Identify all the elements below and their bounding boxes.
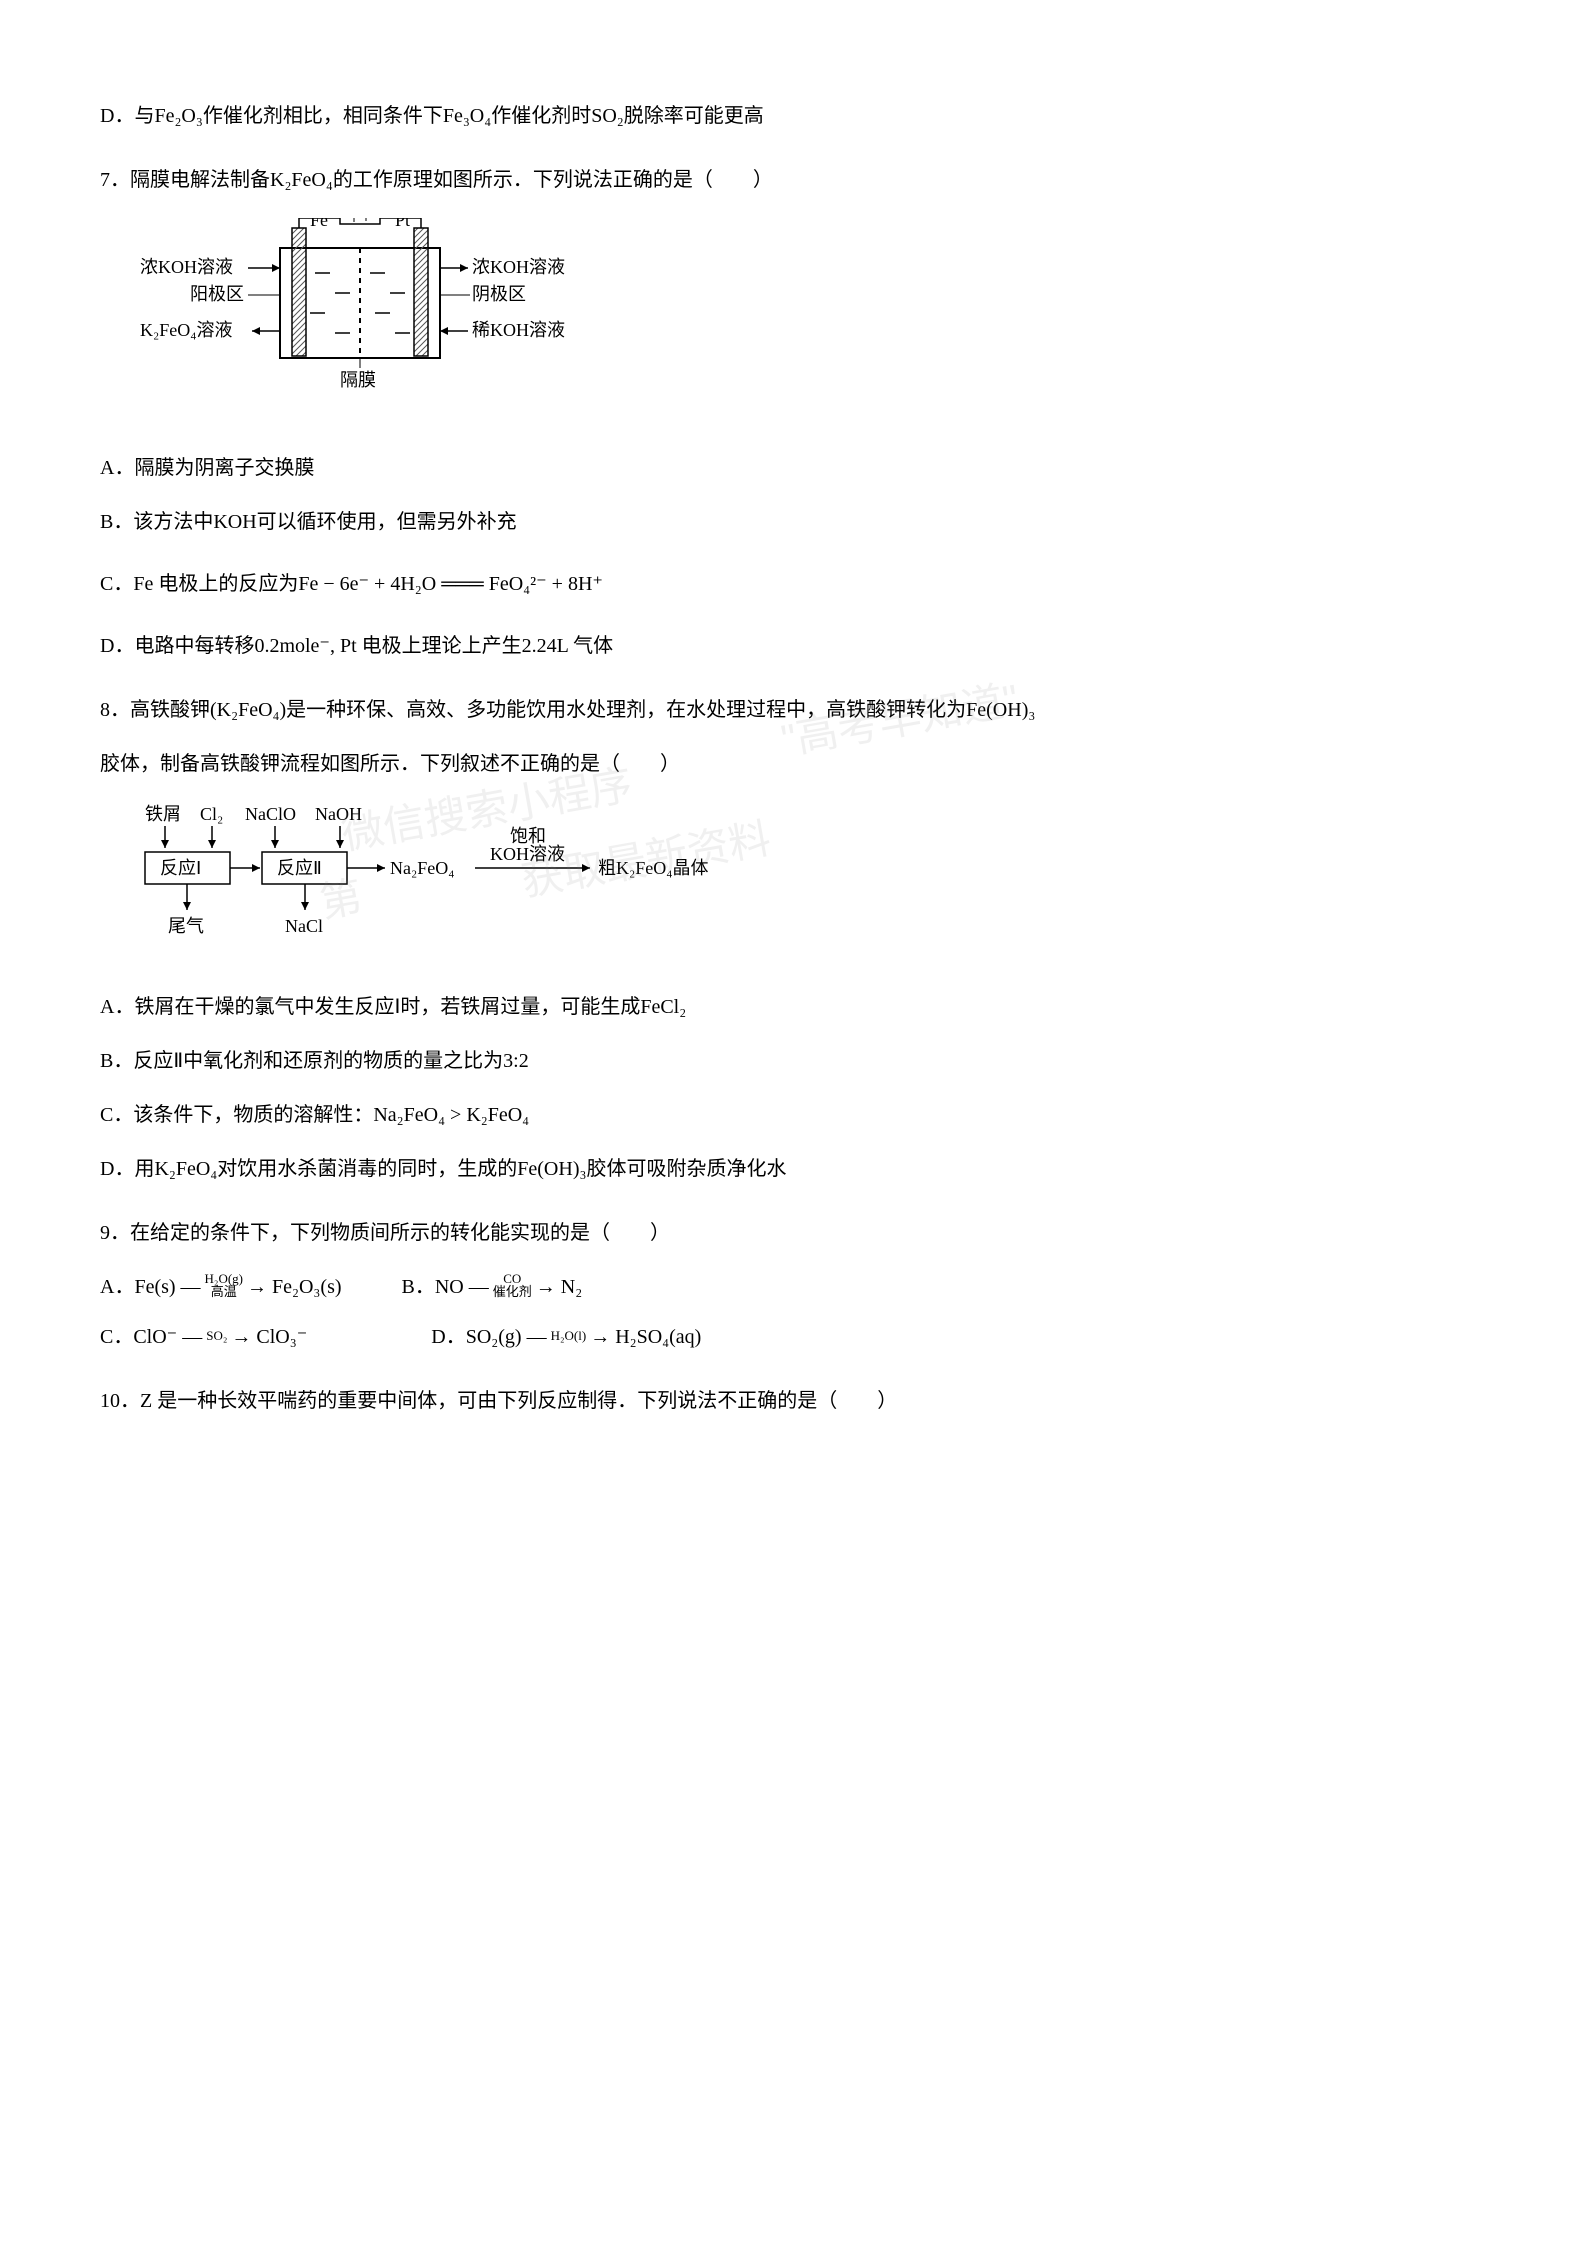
q8-arrow-top: 饱和 [510,826,546,846]
q7-right-in-label: 浓KOH溶液 [472,257,565,277]
q7-membrane-label: 隔膜 [340,370,376,390]
q7-stem: 7．隔膜电解法制备K₂FeO₄的工作原理如图所示．下列说法正确的是（ ） [100,162,1487,198]
q9-c-post: ClO₃⁻ [256,1326,307,1348]
q8-box1: 反应Ⅰ [160,858,201,878]
q7-option-a: A．隔膜为阴离子交换膜 [100,450,1487,486]
q8-input-0: 铁屑 [145,804,181,824]
q8-diagram: 微信搜索小程序 获取最新资料 第 铁屑 Cl₂ NaClO NaOH 反应Ⅰ 反… [140,802,820,969]
q8-stem-b: 胶体，制备高铁酸钾流程如图所示．下列叙述不正确的是（ ） [100,746,1487,782]
q8-input-2: NaClO [245,804,296,824]
q9-option-c: C．ClO⁻ — SO₂ → ClO₃⁻ [100,1319,307,1355]
q7-left-out-label: K₂FeO₄溶液 [140,320,233,340]
q9-c-pre: C．ClO⁻ [100,1326,177,1348]
q9-row1: A．Fe(s) — H₂O(g)高温 → Fe₂O₃(s) B．NO — CO催… [100,1269,1487,1305]
q8-box2: 反应Ⅱ [277,858,322,878]
q7-option-b: B．该方法中KOH可以循环使用，但需另外补充 [100,504,1487,540]
q7-right-region-label: 阴极区 [472,284,526,304]
q8-tail2: NaCl [285,916,323,936]
q8-input-1: Cl₂ [200,804,223,824]
q9-a-post: Fe₂O₃(s) [272,1276,342,1298]
q8-input-3: NaOH [315,804,362,824]
q9-b-bot: 催化剂 [491,1284,534,1299]
q8-option-b: B．反应Ⅱ中氧化剂和还原剂的物质的量之比为3:2 [100,1043,1487,1079]
q8-product: 粗K₂FeO₄晶体 [598,858,709,878]
q9-d-top: H₂O(l) [549,1328,589,1343]
q8-option-a: A．铁屑在干燥的氯气中发生反应Ⅰ时，若铁屑过量，可能生成FeCl₂ [100,989,1487,1025]
q7-option-d: D．电路中每转移0.2mole⁻, Pt 电极上理论上产生2.24L 气体 [100,628,1487,664]
q10-stem: 10．Z 是一种长效平喘药的重要中间体，可由下列反应制得．下列说法不正确的是（ … [100,1383,1487,1419]
q9-a-bot: 高温 [209,1284,239,1299]
q9-option-b: B．NO — CO催化剂 → N₂ [402,1269,583,1305]
q7-diagram: Fe Pt 浓KOH溶液 阳极区 K₂FeO₄溶液 浓KOH溶液 阴极区 稀KO… [140,218,580,430]
q9-row2: C．ClO⁻ — SO₂ → ClO₃⁻ D．SO₂(g) — H₂O(l) →… [100,1319,1487,1355]
q7-electrode-pt: Pt [395,218,410,230]
q7-left-region-label: 阳极区 [190,284,244,304]
q7-left-in-label: 浓KOH溶液 [140,257,233,277]
q8-stem-a: 8．高铁酸钾(K₂FeO₄)是一种环保、高效、多功能饮用水处理剂，在水处理过程中… [100,692,1487,728]
q9-stem: 9．在给定的条件下，下列物质间所示的转化能实现的是（ ） [100,1215,1487,1251]
q9-a-pre: A．Fe(s) [100,1276,176,1298]
q8-option-d: D．用K₂FeO₄对饮用水杀菌消毒的同时，生成的Fe(OH)₃胶体可吸附杂质净化… [100,1151,1487,1187]
q9-d-pre: D．SO₂(g) [431,1326,521,1348]
q8-option-c: C．该条件下，物质的溶解性：Na₂FeO₄ > K₂FeO₄ [100,1097,1487,1133]
q7-electrode-fe: Fe [310,218,328,230]
q9-b-pre: B．NO [402,1276,464,1298]
q8-stem-text-a: 8．高铁酸钾(K₂FeO₄)是一种环保、高效、多功能饮用水处理剂，在水处理过程中… [100,699,1035,721]
q9-b-post: N₂ [561,1276,582,1298]
q6-option-d: D．与Fe₂O₃作催化剂相比，相同条件下Fe₃O₄作催化剂时SO₂脱除率可能更高 [100,98,1487,134]
q9-d-post: H₂SO₄(aq) [615,1326,701,1348]
q7-right-out-label: 稀KOH溶液 [472,320,565,340]
q8-stem-text-b: 胶体，制备高铁酸钾流程如图所示．下列叙述不正确的是（ ） [100,753,680,775]
q8-arrow-bot: KOH溶液 [490,844,565,864]
q7-option-c: C．Fe 电极上的反应为Fe − 6e⁻ + 4H₂O ═══ FeO₄²⁻ +… [100,566,1487,602]
q9-option-d: D．SO₂(g) — H₂O(l) → H₂SO₄(aq) [431,1319,701,1355]
q9-c-top: SO₂ [204,1328,229,1343]
q9-option-a: A．Fe(s) — H₂O(g)高温 → Fe₂O₃(s) [100,1269,342,1305]
q8-tail1: 尾气 [168,916,204,936]
q8-mid-product: Na₂FeO₄ [390,858,455,878]
